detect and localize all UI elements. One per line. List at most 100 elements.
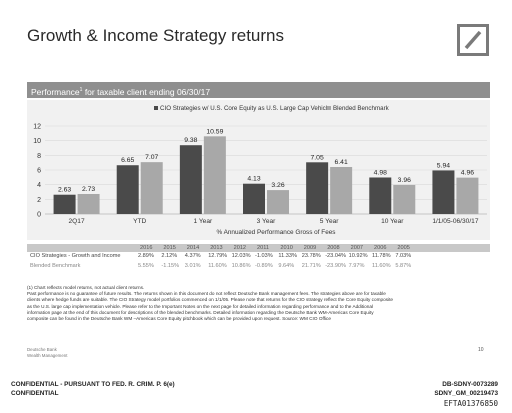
x-tick-label: 3 Year: [257, 218, 277, 225]
return-cell: 21.71%: [301, 263, 321, 269]
footnote-line: Past performance is no guarantee of futu…: [27, 291, 386, 297]
confidential-line-1: CONFIDENTIAL - PURSUANT TO FED. R. CRIM.…: [11, 381, 175, 388]
return-cell: 12.79%: [208, 253, 228, 259]
return-cell: 4.37%: [184, 253, 201, 259]
data-label: 2.63: [58, 187, 71, 194]
data-label: 6.65: [121, 157, 134, 164]
panel-title: Performance: [31, 86, 80, 97]
return-cell: -1.15%: [161, 263, 180, 269]
panel-title-footnote-ref: 1: [79, 87, 83, 93]
return-cell: 5.55%: [138, 263, 154, 269]
panel-title-rest: for taxable client ending 06/30/17: [82, 86, 211, 97]
bar: [53, 194, 76, 214]
row-label-benchmark: Blended Benchmark: [30, 263, 81, 269]
bar: [77, 193, 100, 214]
brand-footer-line: Deutsche Bank: [27, 347, 57, 352]
bar: [179, 145, 202, 214]
bar: [306, 162, 329, 214]
return-cell: 10.92%: [348, 253, 368, 259]
x-tick-label: 2Q17: [69, 218, 85, 225]
return-cell: 11.60%: [208, 263, 227, 269]
page-title: Growth & Income Strategy returns: [27, 26, 284, 45]
bates-number-1: DB-SDNY-0073289: [442, 381, 498, 388]
return-cell: 11.78%: [372, 253, 391, 259]
return-cell: -1.03%: [255, 253, 273, 259]
y-tick-label: 0: [37, 212, 41, 219]
deutsche-bank-logo: [457, 24, 489, 56]
row-label-strategy: CIO Strategies - Growth and Income: [30, 253, 121, 259]
footnote-line: (1) Chart reflects model returns, not ac…: [27, 285, 145, 290]
footnote-line: clients where hedge funds are suitable. …: [27, 297, 393, 303]
y-tick-label: 6: [37, 168, 41, 175]
bates-numbers: DB-SDNY-0073289 SDNY_GM_00219473: [434, 381, 498, 398]
year-header: 2016: [140, 245, 153, 251]
data-label: 5.94: [437, 162, 450, 169]
return-cell: 2.89%: [138, 253, 154, 259]
bar: [456, 177, 479, 214]
return-cell: 9.64%: [278, 263, 295, 269]
page-number: 10: [478, 347, 484, 353]
footnote-line: information page at the end of this docu…: [27, 309, 374, 315]
y-tick-label: 8: [37, 153, 41, 160]
x-axis-label: % Annualized Performance Gross of Fees: [217, 229, 336, 236]
return-cell: 10.86%: [231, 263, 251, 269]
year-header: 2015: [163, 245, 176, 251]
bar: [116, 165, 139, 214]
return-cell: 11.60%: [372, 263, 391, 269]
year-header: 2007: [350, 245, 364, 251]
return-cell: 12.03%: [231, 253, 251, 259]
x-tick-label: 1/1/05-06/30/17: [432, 218, 479, 225]
efta-number: EFTA01376850: [443, 399, 498, 408]
annual-returns-row-benchmark: Blended Benchmark 5.55% -1.15% 3.01% 11.60%…: [27, 262, 490, 272]
brand-footer-line: Wealth Management: [27, 353, 68, 358]
data-label: 6.41: [335, 159, 348, 166]
data-label: 9.38: [184, 137, 197, 144]
bar: [369, 177, 392, 214]
confidential-line-2: CONFIDENTIAL: [11, 389, 59, 397]
bar: [393, 184, 416, 214]
confidential-notice: CONFIDENTIAL - PURSUANT TO FED. R. CRIM.…: [11, 381, 175, 398]
data-label: 4.96: [461, 170, 474, 177]
performance-bar-chart: CIO Strategies w/ U.S. Core Equity as U.…: [33, 105, 487, 236]
data-label: 4.13: [247, 176, 260, 183]
year-header: 2013: [210, 245, 223, 251]
return-cell: -23.04%: [325, 253, 347, 259]
bar: [243, 183, 265, 214]
data-label: 2.73: [82, 186, 95, 193]
year-header: 2006: [374, 245, 387, 251]
data-label: 7.05: [311, 154, 324, 161]
return-cell: 23.78%: [301, 253, 321, 259]
bar: [330, 166, 353, 214]
data-label: 3.96: [398, 177, 411, 184]
brand-footer: Deutsche Bank Wealth Management: [27, 347, 67, 359]
year-header: 2005: [397, 245, 410, 251]
annual-returns-header-row: 2016 2015 2014 2013 2012 2011 2010 2009 2008 2007…: [27, 244, 490, 252]
return-cell: 7.03%: [395, 253, 412, 259]
x-tick-label: 10 Year: [381, 218, 404, 225]
year-header: 2014: [186, 245, 200, 251]
year-header: 2008: [327, 245, 340, 251]
year-header: 2012: [233, 245, 247, 251]
year-header: 2010: [280, 245, 293, 251]
y-tick-label: 10: [33, 138, 41, 145]
year-header: 2011: [257, 245, 270, 251]
return-cell: 2.12%: [161, 253, 178, 259]
bar: [203, 136, 226, 214]
data-label: 7.07: [145, 154, 158, 161]
return-cell: -23.90%: [325, 263, 347, 269]
y-tick-label: 2: [37, 197, 41, 204]
bar: [140, 162, 163, 214]
return-cell: 7.97%: [348, 263, 365, 269]
data-label: 4.98: [374, 169, 387, 176]
legend-label: CIO Strategies w/ U.S. Core Equity as U.…: [160, 105, 331, 112]
x-tick-label: 5 Year: [320, 218, 340, 225]
return-cell: 5.87%: [395, 263, 412, 269]
performance-chart: CIO Strategies w/ U.S. Core Equity as U.…: [27, 100, 490, 240]
x-tick-label: 1 Year: [194, 218, 214, 225]
footnote-line: as the U.S. large cap implementation veh…: [27, 303, 374, 309]
legend-label: Blended Benchmark: [333, 105, 390, 112]
return-cell: 11.33%: [278, 253, 297, 259]
data-label: 10.59: [206, 128, 223, 135]
return-cell: 3.01%: [184, 263, 201, 269]
annual-returns-row-strategy: CIO Strategies - Growth and Income 2.89%…: [27, 252, 490, 262]
